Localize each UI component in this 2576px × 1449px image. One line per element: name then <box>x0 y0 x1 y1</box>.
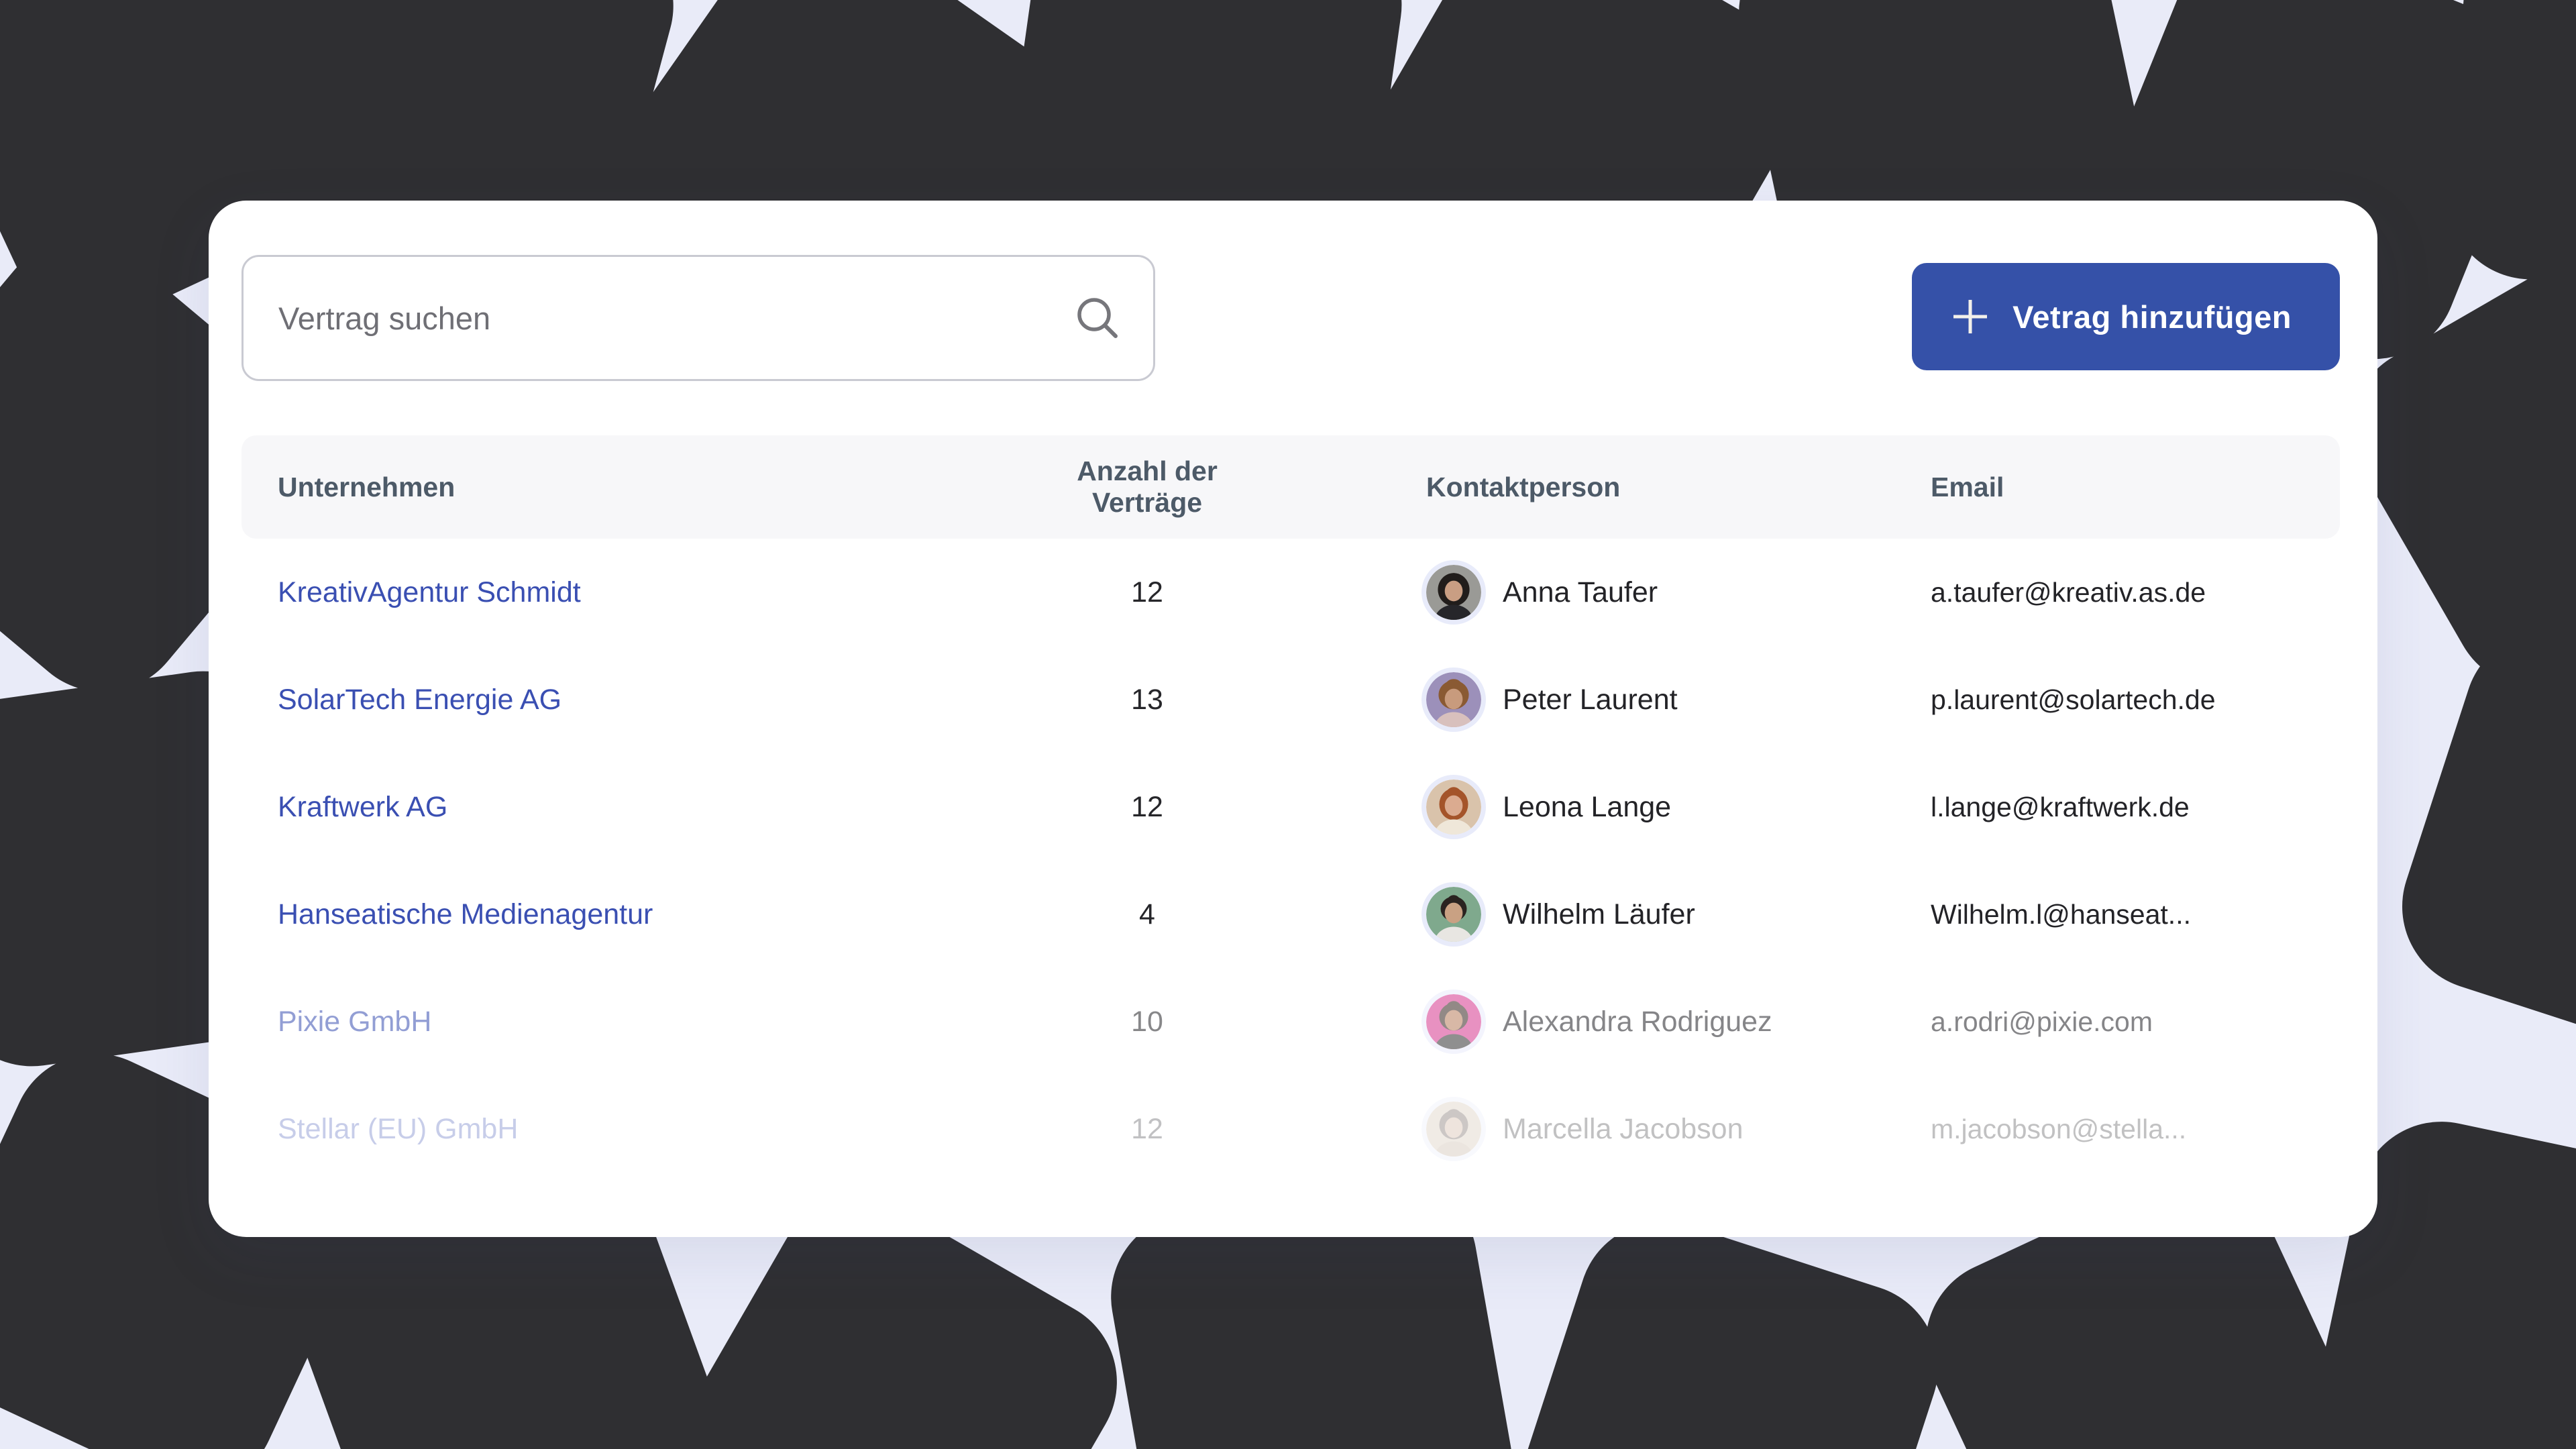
company-link[interactable]: Hanseatische Medienagentur <box>278 898 653 930</box>
plus-icon <box>1953 300 1988 333</box>
table-row[interactable]: Pixie GmbH 10 Alexandra Rodriguez a.rodr… <box>241 968 2340 1075</box>
contact-email: m.jacobson@stella... <box>1931 1113 2187 1144</box>
contact-email: Wilhelm.l@hanseat... <box>1931 898 2191 930</box>
contract-count: 12 <box>1131 790 1163 823</box>
company-link[interactable]: Pixie GmbH <box>278 1005 432 1038</box>
table-row[interactable]: Hanseatische Medienagentur 4 Wilhelm Läu… <box>241 861 2340 968</box>
search-box <box>241 255 1155 381</box>
col-header-email: Email <box>1931 471 2004 502</box>
contact-email: a.rodri@pixie.com <box>1931 1006 2153 1037</box>
contact-email: a.taufer@kreativ.as.de <box>1931 576 2206 608</box>
table-row[interactable]: SolarTech Energie AG 13 Peter Laurent p.… <box>241 646 2340 753</box>
contracts-card: Vetrag hinzufügen Unternehmen Anzahl der… <box>209 201 2377 1237</box>
contract-count: 10 <box>1131 1005 1163 1038</box>
contracts-table: Unternehmen Anzahl der Verträge Kontaktp… <box>241 435 2340 1183</box>
table-row[interactable]: KreativAgentur Schmidt 12 Anna Taufer a.… <box>241 539 2340 646</box>
add-contract-label: Vetrag hinzufügen <box>2012 299 2292 335</box>
contact-name: Wilhelm Läufer <box>1503 898 1695 930</box>
search-input[interactable] <box>278 299 1073 337</box>
contact-avatar <box>1426 887 1481 942</box>
contract-count: 12 <box>1131 1112 1163 1145</box>
col-header-contact: Kontaktperson <box>1426 471 1621 502</box>
contact-avatar <box>1426 994 1481 1049</box>
search-icon[interactable] <box>1073 293 1122 343</box>
contact-avatar <box>1426 672 1481 727</box>
contact-name: Peter Laurent <box>1503 683 1678 716</box>
contact-avatar <box>1426 780 1481 835</box>
table-header: Unternehmen Anzahl der Verträge Kontaktp… <box>241 435 2340 539</box>
contract-count: 12 <box>1131 576 1163 608</box>
table-row[interactable]: Stellar (EU) GmbH 12 Marcella Jacobson m… <box>241 1075 2340 1183</box>
company-link[interactable]: Kraftwerk AG <box>278 790 448 823</box>
contact-name: Anna Taufer <box>1503 576 1658 608</box>
company-link[interactable]: KreativAgentur Schmidt <box>278 576 581 608</box>
contact-avatar <box>1426 565 1481 620</box>
col-header-company: Unternehmen <box>278 471 455 502</box>
contract-count: 4 <box>1139 898 1155 930</box>
contract-count: 13 <box>1131 683 1163 716</box>
contact-name: Marcella Jacobson <box>1503 1112 1743 1145</box>
contact-avatar <box>1426 1102 1481 1157</box>
company-link[interactable]: SolarTech Energie AG <box>278 683 562 716</box>
contact-email: l.lange@kraftwerk.de <box>1931 791 2190 822</box>
contact-name: Alexandra Rodriguez <box>1503 1005 1772 1038</box>
add-contract-button[interactable]: Vetrag hinzufügen <box>1912 263 2340 370</box>
contact-email: p.laurent@solartech.de <box>1931 684 2216 715</box>
table-row[interactable]: Kraftwerk AG 12 Leona Lange l.lange@kraf… <box>241 753 2340 861</box>
contact-name: Leona Lange <box>1503 790 1672 823</box>
col-header-contract-count: Anzahl der Verträge <box>1077 455 1218 518</box>
company-link[interactable]: Stellar (EU) GmbH <box>278 1112 519 1145</box>
